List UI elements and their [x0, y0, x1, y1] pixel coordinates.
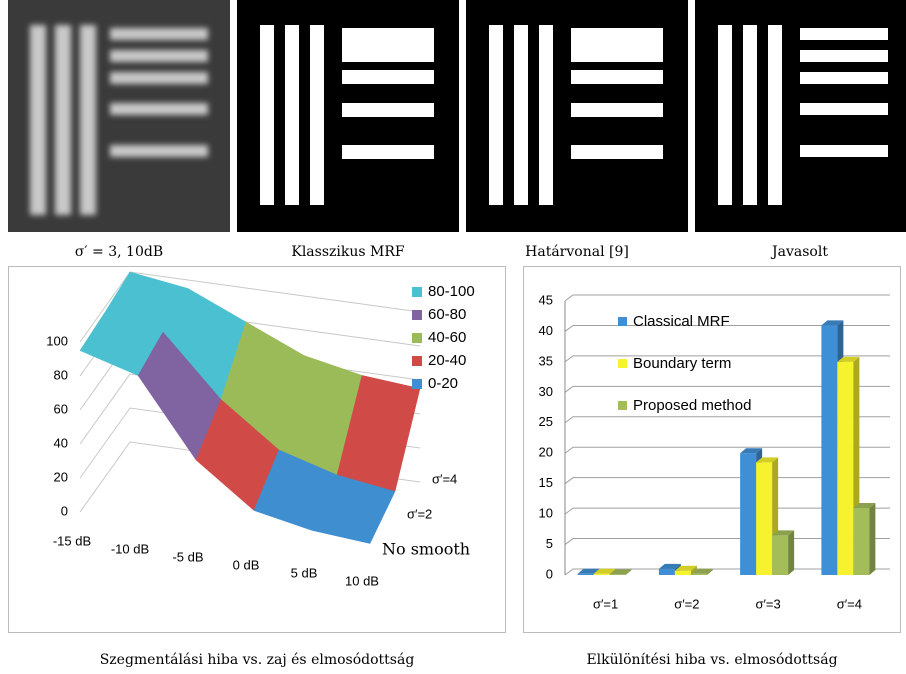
z-tick-label: 80: [54, 367, 68, 382]
x-tick-label: σ′=1: [593, 596, 618, 611]
figure-canvas: σ′ = 3, 10dB Klasszikus MRF Határvonal […: [0, 0, 906, 674]
grid-line: [565, 295, 890, 301]
chart-caption: Szegmentálási hiba vs. zaj és elmosódott…: [100, 652, 415, 668]
legend-label: Classical MRF: [633, 313, 730, 330]
x-tick-label: σ′=4: [837, 596, 862, 611]
legend-label: 80-100: [428, 283, 475, 300]
image-caption: σ′ = 3, 10dB: [75, 244, 163, 260]
y-tick-label: 15: [539, 475, 553, 490]
figure: σ′ = 3, 10dB Klasszikus MRF Határvonal […: [0, 0, 906, 674]
y-tick-label: 35: [539, 353, 553, 368]
legend-swatch: [618, 401, 627, 410]
legend-label: 20-40: [428, 352, 466, 369]
row-label: σ′=4: [432, 471, 457, 486]
image-caption: Klasszikus MRF: [291, 244, 405, 260]
x-tick-label: σ′=2: [674, 596, 699, 611]
y-tick-label: 10: [539, 506, 553, 521]
x-tick-label: σ′=3: [755, 596, 780, 611]
y-tick-label: 45: [539, 292, 553, 307]
legend-label: 60-80: [428, 306, 466, 323]
bar: [740, 453, 756, 575]
y-tick-label: 5: [546, 536, 553, 551]
bar: [821, 325, 837, 575]
y-tick-label: 25: [539, 414, 553, 429]
legend-label: 40-60: [428, 329, 466, 346]
legend-label: Proposed method: [633, 397, 751, 414]
chart-caption: Elkülönítési hiba vs. elmosódottság: [586, 652, 837, 668]
z-tick-label: 40: [54, 435, 68, 450]
legend-swatch: [412, 333, 422, 343]
bar: [756, 462, 772, 575]
legend-swatch: [412, 356, 422, 366]
bar: [772, 535, 788, 575]
y-tick-label: 40: [539, 323, 553, 338]
bar: [610, 574, 626, 575]
legend-label: Boundary term: [633, 355, 731, 372]
x-tick-label: -15 dB: [53, 533, 91, 548]
z-tick-label: 20: [54, 469, 68, 484]
image-caption: Határvonal [9]: [525, 244, 629, 260]
row-label: No smooth: [382, 540, 470, 559]
z-tick-label: 60: [54, 401, 68, 416]
bar: [675, 571, 691, 575]
y-tick-label: 0: [546, 566, 553, 581]
legend-label: 0-20: [428, 375, 458, 392]
segmentation-images: [237, 0, 906, 232]
legend-swatch: [618, 359, 627, 368]
y-tick-label: 20: [539, 445, 553, 460]
x-tick-label: 0 dB: [233, 557, 260, 572]
bar: [578, 574, 594, 575]
row-label: σ′=2: [407, 506, 432, 521]
x-tick-label: -5 dB: [172, 549, 203, 564]
z-tick-label: 0: [61, 503, 68, 518]
y-tick-label: 30: [539, 384, 553, 399]
legend-swatch: [412, 287, 422, 297]
bar-side: [869, 503, 875, 575]
x-tick-label: -10 dB: [111, 541, 149, 556]
z-tick-label: 100: [46, 333, 68, 348]
bar: [659, 569, 675, 575]
x-tick-label: 5 dB: [291, 565, 318, 580]
bar: [853, 508, 869, 575]
bar: [594, 574, 610, 575]
legend-swatch: [412, 379, 422, 389]
bar: [691, 574, 707, 575]
legend-swatch: [412, 310, 422, 320]
bar: [837, 362, 853, 575]
x-tick-label: 10 dB: [345, 573, 379, 588]
noisy-image: [8, 0, 230, 232]
bar-side: [788, 530, 794, 575]
image-caption: Javasolt: [770, 244, 828, 260]
legend-swatch: [618, 317, 627, 326]
